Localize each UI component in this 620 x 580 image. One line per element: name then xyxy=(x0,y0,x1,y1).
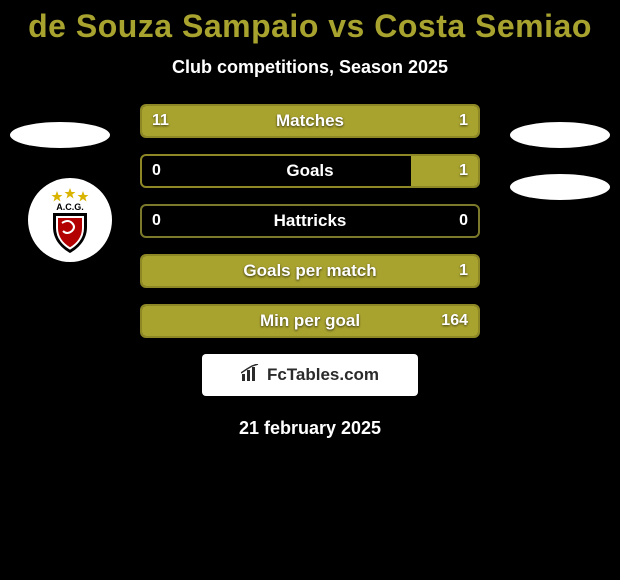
stat-label: Min per goal xyxy=(142,306,478,336)
stat-bar: 164Min per goal xyxy=(140,304,480,338)
page-subtitle: Club competitions, Season 2025 xyxy=(0,57,620,78)
comparison-infographic: de Souza Sampaio vs Costa Semiao Club co… xyxy=(0,0,620,580)
brand-text: FcTables.com xyxy=(267,365,379,385)
stat-bar: 1Goals per match xyxy=(140,254,480,288)
date-text: 21 february 2025 xyxy=(0,418,620,439)
stat-label: Goals per match xyxy=(142,256,478,286)
stat-label: Goals xyxy=(142,156,478,186)
stat-bar: 01Goals xyxy=(140,154,480,188)
stat-bar: 00Hattricks xyxy=(140,204,480,238)
page-title: de Souza Sampaio vs Costa Semiao xyxy=(0,0,620,45)
stat-label: Matches xyxy=(142,106,478,136)
chart-icon xyxy=(241,364,261,387)
stat-bar: 111Matches xyxy=(140,104,480,138)
stat-label: Hattricks xyxy=(142,206,478,236)
stat-bars: 111Matches 01Goals 00Hattricks 1Goals per m… xyxy=(140,104,480,338)
brand-card: FcTables.com xyxy=(202,354,418,396)
